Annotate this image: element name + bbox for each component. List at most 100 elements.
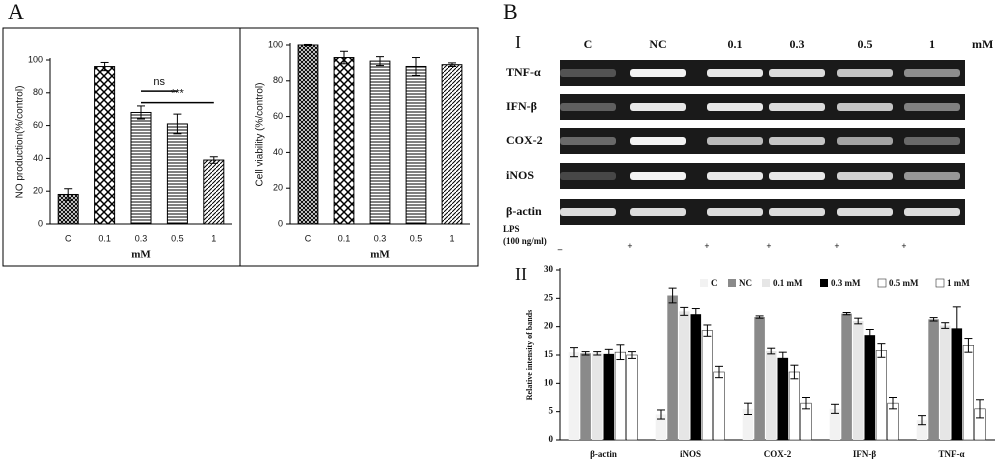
lane-label: 0.3	[790, 37, 805, 51]
gel-band	[837, 172, 893, 180]
gel-band	[560, 103, 616, 111]
x-tick-label: 0.1	[98, 233, 111, 243]
significance-label: ns	[153, 76, 165, 88]
y-tick-label: 0	[549, 434, 554, 444]
y-tick-label: 60	[273, 111, 283, 121]
bar	[405, 65, 427, 225]
lps-sign: _	[557, 241, 563, 251]
lps-label: (100 ng/ml)	[503, 236, 547, 246]
row-label: β-actin	[506, 204, 542, 218]
lane-label: 0.1	[728, 37, 743, 51]
legend-label: C	[711, 278, 718, 288]
legend-swatch	[820, 279, 828, 287]
legend-swatch	[762, 279, 770, 287]
y-tick-label: 20	[273, 183, 283, 193]
bar	[841, 313, 852, 440]
y-tick-label: 25	[544, 292, 554, 302]
gel-band	[769, 69, 825, 77]
y-tick-label: 80	[33, 87, 43, 97]
legend-label: NC	[739, 278, 752, 288]
legend-label: 1 mM	[947, 278, 970, 288]
gel-band	[904, 137, 960, 145]
bar	[742, 408, 754, 440]
bar	[962, 345, 974, 441]
x-axis-label: mM	[370, 249, 390, 261]
bar	[939, 325, 951, 440]
y-tick-label: 30	[544, 264, 554, 274]
bar	[333, 57, 355, 225]
bar	[864, 335, 876, 440]
x-tick-label: C	[305, 233, 312, 243]
lps-sign: +	[766, 241, 771, 251]
x-tick-label: β-actin	[590, 449, 617, 459]
bar	[626, 354, 638, 441]
bar	[166, 123, 188, 225]
gel-band	[630, 69, 686, 77]
bar	[369, 60, 391, 225]
bar	[754, 317, 765, 440]
legend-swatch	[700, 279, 708, 287]
bar	[875, 350, 887, 441]
row-label: TNF-α	[506, 65, 541, 79]
x-axis-label: mM	[131, 249, 151, 261]
bar	[765, 351, 777, 440]
lps-sign: +	[704, 241, 709, 251]
gel-band	[707, 208, 763, 216]
y-tick-label: 80	[273, 75, 283, 85]
y-axis-label: NO production(%/control)	[15, 86, 26, 199]
lane-label: NC	[649, 37, 666, 51]
y-axis-label: Cell viability (%/control)	[255, 83, 266, 187]
y-tick-label: 5	[549, 406, 554, 416]
bar	[916, 420, 928, 440]
gel-band	[769, 208, 825, 216]
x-tick-label: TNF-α	[938, 449, 964, 459]
gel-band	[630, 172, 686, 180]
gel-band	[630, 137, 686, 145]
x-tick-label: 0.3	[135, 233, 148, 243]
bar	[603, 353, 615, 440]
panel-label: B	[503, 0, 518, 24]
row-label: IFN-β	[506, 99, 537, 113]
x-tick-label: 0.3	[374, 233, 387, 243]
bar	[852, 321, 864, 440]
x-tick-label: IFN-β	[853, 449, 876, 459]
bar	[777, 357, 789, 440]
y-axis-label: Relative intensity of bands	[525, 310, 534, 400]
bar	[713, 371, 725, 441]
gel-band	[769, 137, 825, 145]
legend-label: 0.3 mM	[831, 278, 861, 288]
gel-band	[560, 69, 616, 77]
legend-swatch	[935, 278, 945, 288]
bar	[580, 353, 591, 440]
gel-band	[769, 103, 825, 111]
gel-band	[904, 103, 960, 111]
y-tick-label: 0	[278, 218, 283, 228]
gel-band	[837, 208, 893, 216]
y-tick-label: 15	[544, 349, 554, 359]
gel-band	[707, 69, 763, 77]
lps-sign: +	[834, 241, 839, 251]
bar	[614, 351, 626, 441]
lane-label: 1	[929, 37, 935, 51]
bar	[678, 311, 690, 440]
y-tick-label: 100	[28, 54, 43, 64]
bar	[829, 408, 841, 440]
gel-band	[837, 137, 893, 145]
y-tick-label: 10	[544, 377, 554, 387]
gel-band	[560, 208, 616, 216]
lane-label: 0.5	[858, 37, 873, 51]
bar	[951, 328, 963, 440]
y-tick-label: 20	[33, 186, 43, 196]
lane-label: C	[584, 37, 593, 51]
significance-label: ***	[171, 88, 185, 100]
unit-label: mM	[972, 37, 993, 51]
bar	[297, 44, 319, 225]
legend-swatch	[877, 278, 887, 288]
gel-band	[769, 172, 825, 180]
bar	[94, 66, 116, 225]
gel-band	[837, 103, 893, 111]
row-label: COX-2	[506, 133, 543, 147]
legend-label: 0.5 mM	[889, 278, 919, 288]
bar	[568, 352, 580, 440]
